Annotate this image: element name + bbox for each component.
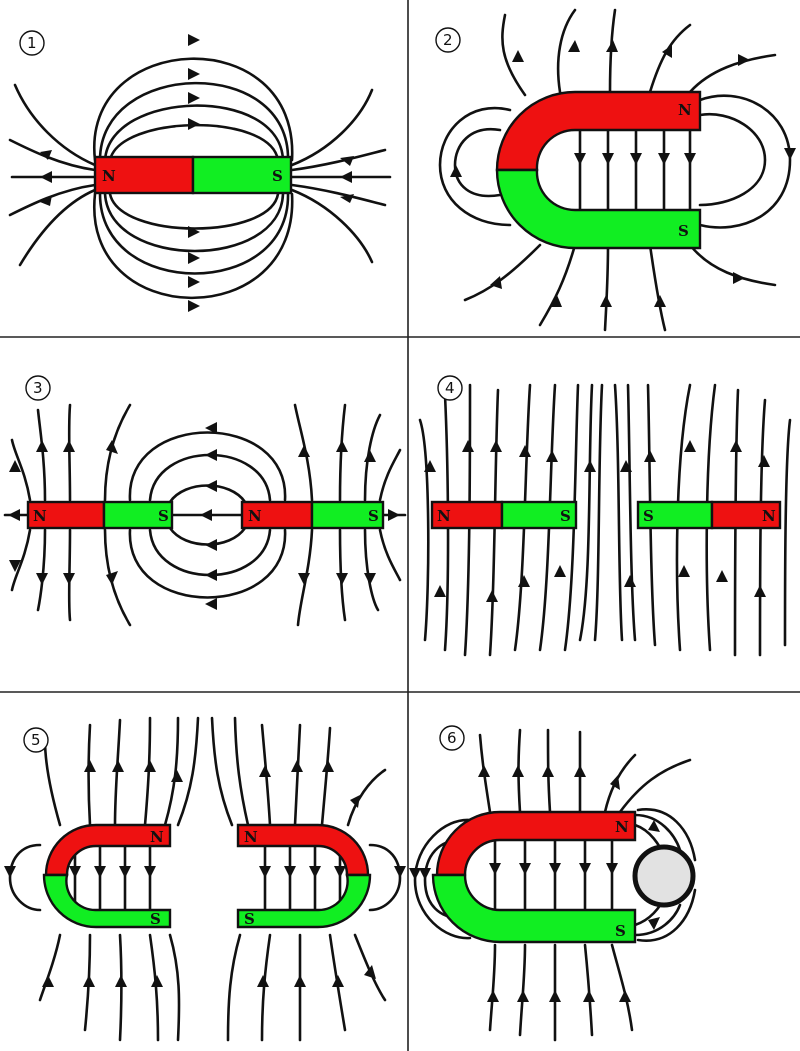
pole-label-n-4a: N	[437, 507, 451, 525]
north-pole-4b	[710, 500, 782, 530]
south-pole-3b	[310, 500, 385, 530]
pole-label-s-6: S	[615, 922, 626, 940]
pole-label-s-4a: S	[560, 507, 571, 525]
south-arm-6	[431, 873, 637, 944]
horseshoe-magnet-2: N S	[495, 90, 702, 250]
panel-number-5: 5	[31, 731, 41, 749]
horseshoe-magnet-6: N S	[431, 810, 637, 944]
pole-label-s-5b: S	[244, 910, 255, 928]
panel-number-6: 6	[447, 729, 457, 747]
south-arm-5b	[236, 873, 372, 929]
pole-label-s-5a: S	[150, 910, 161, 928]
panel-2: N S 2	[435, 8, 796, 332]
panel-5: N S N S 5	[4, 716, 406, 1042]
south-arm-5a	[42, 873, 172, 929]
pole-label-n-3b: N	[248, 507, 262, 525]
pole-label-s-4b: S	[643, 507, 654, 525]
panel-2-field-lines	[438, 8, 792, 332]
panel-4-arrows	[424, 440, 770, 602]
pole-label-n-6: N	[615, 818, 629, 836]
north-pole-1	[93, 155, 195, 195]
panel-number-2: 2	[443, 31, 453, 49]
pole-label-n-4b: N	[762, 507, 776, 525]
panel-number-badge-4	[437, 375, 463, 401]
panel-number-badge-3	[25, 375, 51, 401]
horseshoe-magnet-5b: N S	[236, 823, 372, 929]
north-arm-6	[435, 810, 637, 877]
south-arm-2	[495, 168, 702, 250]
panel-4: N S S N 4	[418, 375, 792, 657]
panel-number-3: 3	[33, 379, 43, 397]
panel-5-field-lines	[8, 716, 402, 1042]
panel-number-badge-2	[435, 27, 461, 53]
panel-number-badge-1	[19, 30, 45, 56]
panel-3-arrows	[8, 422, 400, 610]
south-pole-3a	[102, 500, 174, 530]
pole-label-n-2: N	[678, 101, 692, 119]
pole-label-n-3a: N	[33, 507, 47, 525]
south-pole-4a	[500, 500, 578, 530]
panel-2-arrows	[450, 40, 796, 307]
panel-number-badge-5	[23, 727, 49, 753]
pole-label-s-3b: S	[368, 507, 379, 525]
south-pole-1	[191, 155, 293, 195]
pole-label-n-5b: N	[244, 828, 258, 846]
horseshoe-magnet-5a: N S	[42, 823, 172, 929]
panel-1: N S 1	[8, 30, 392, 312]
bar-magnet-3a: N S	[26, 500, 174, 530]
pole-label-s-2: S	[678, 222, 689, 240]
bar-magnet-1: N S	[93, 155, 293, 195]
north-pole-4a	[430, 500, 504, 530]
panel-1-arrows	[40, 34, 354, 312]
panel-5-arrows	[4, 760, 406, 987]
pole-label-s-3a: S	[158, 507, 169, 525]
iron-ball	[632, 844, 696, 908]
north-arm-2	[495, 90, 702, 172]
panel-6-arrows	[409, 765, 660, 1002]
panel-3: N S N S 3	[3, 375, 407, 627]
pole-label-n-5a: N	[150, 828, 164, 846]
bar-magnet-4b: S N	[636, 500, 782, 530]
pole-label-n-1: N	[102, 167, 116, 185]
panel-6: N S 6	[409, 725, 697, 1042]
panel-number-4: 4	[445, 379, 455, 397]
bar-magnet-3b: N S	[240, 500, 385, 530]
pole-label-s-1: S	[272, 167, 283, 185]
panel-number-1: 1	[27, 34, 37, 52]
bar-magnet-4a: N S	[430, 500, 578, 530]
panel-number-badge-6	[439, 725, 465, 751]
